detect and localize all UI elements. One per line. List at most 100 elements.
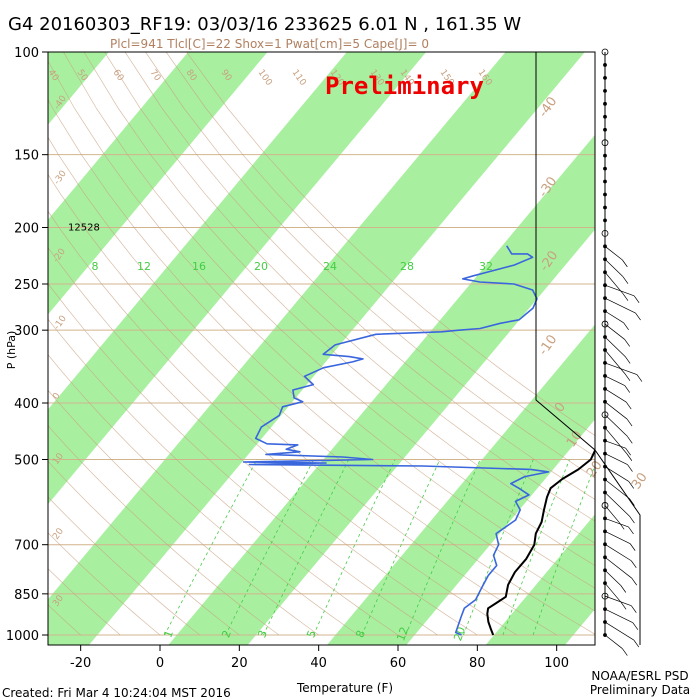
wind-column xyxy=(535,48,643,656)
wind-barb-flag xyxy=(627,436,633,444)
wind-observation-point xyxy=(601,592,609,600)
mixing-ratio-line xyxy=(164,459,258,636)
wind-barb xyxy=(604,401,628,420)
wind-observation-point xyxy=(603,114,607,119)
wind-barb-flag xyxy=(620,585,627,593)
height-annotation: 12528 xyxy=(68,223,100,234)
y-tick-label: 500 xyxy=(14,453,39,468)
wind-barb xyxy=(604,608,634,623)
dry-adiabat xyxy=(48,389,319,636)
wind-barb-flag xyxy=(626,453,633,461)
wind-barb xyxy=(604,246,623,261)
temperature-band xyxy=(48,52,268,315)
mixing-ratio-line xyxy=(532,464,595,636)
wind-observation-point xyxy=(603,101,607,106)
y-tick-label: 200 xyxy=(14,222,39,237)
wind-observation-point xyxy=(603,192,607,197)
x-tick-label: 20 xyxy=(231,656,248,671)
dewpoint-profile xyxy=(242,245,550,636)
wind-observation-point xyxy=(601,320,609,328)
dry-adiabat xyxy=(83,52,595,544)
wind-observation-point xyxy=(603,218,607,223)
x-tick-label: 100 xyxy=(544,656,569,671)
mixing-ratio-label: 8 xyxy=(353,628,368,639)
wind-observation-point xyxy=(601,139,609,147)
wind-barb xyxy=(604,272,624,294)
isotherm-label: 30 xyxy=(629,470,651,492)
mixing-ratio-line xyxy=(502,459,570,636)
x-tick-label: -20 xyxy=(70,656,91,671)
wind-barb xyxy=(604,440,626,449)
y-tick-label: 850 xyxy=(14,588,39,603)
wind-barb xyxy=(604,310,624,324)
wind-barb xyxy=(604,427,628,454)
mixing-ratio-label: 3 xyxy=(255,628,270,639)
dry-adiabat xyxy=(48,460,240,636)
footer-org-line1: NOAA/ESRL PSD xyxy=(591,669,688,683)
x-axis-label: Temperature (F) xyxy=(296,681,393,695)
temperature-profile xyxy=(486,448,595,636)
mixing-ratio-line xyxy=(263,459,350,636)
dry-adiabat xyxy=(48,354,359,636)
mixing-ratio-line xyxy=(225,459,315,636)
wind-barb-flag xyxy=(635,312,641,321)
dry-adiabat xyxy=(48,496,200,636)
wind-observation-point xyxy=(603,179,607,184)
wind-barb-flag xyxy=(622,276,629,284)
wind-barb xyxy=(604,569,622,586)
wind-barb xyxy=(604,414,628,437)
mixing-ratio-label: 16 xyxy=(192,260,206,273)
dry-adiabat xyxy=(124,52,595,500)
wind-barb-flag xyxy=(631,560,637,568)
mixing-ratio-labels: 8 12 16 20 24 28 321 2 3 5 8 12 20 xyxy=(92,260,494,643)
wind-barb xyxy=(604,453,628,465)
wind-barb xyxy=(604,595,632,607)
y-axis-ticks: 100 150 200 250 300 400 500 700 850 1000 xyxy=(6,46,48,644)
wind-barb-flag xyxy=(629,515,635,524)
dry-adiabat xyxy=(104,52,595,522)
wind-barb-flag xyxy=(624,385,631,393)
temperature-band xyxy=(48,52,427,505)
y-tick-label: 250 xyxy=(14,278,39,293)
y-tick-label: 1000 xyxy=(6,629,39,644)
mixing-ratio-label: 24 xyxy=(323,260,337,273)
mixing-ratio-label: 2 xyxy=(219,628,234,639)
dry-adiabat xyxy=(48,532,161,636)
wind-barb-flag xyxy=(624,373,631,381)
dry-adiabat xyxy=(48,60,595,589)
wind-barb-flag xyxy=(625,401,632,410)
x-axis-ticks: -20 0 20 40 60 80 100 xyxy=(70,645,569,671)
y-tick-label: 400 xyxy=(14,397,39,412)
wind-barb-flag xyxy=(626,418,633,427)
mixing-ratio-label: 32 xyxy=(479,260,493,273)
wind-observation-point xyxy=(601,48,609,56)
wind-observation-point xyxy=(603,153,607,158)
mixing-ratio-line xyxy=(405,459,481,636)
wind-observation-point xyxy=(603,63,607,67)
wind-barb xyxy=(604,582,622,603)
wind-observation-point xyxy=(603,127,607,132)
x-tick-label: 80 xyxy=(469,656,486,671)
temperature-bands xyxy=(48,52,595,645)
chart-title: G4 20160303_RF19: 03/03/16 233625 6.01 N… xyxy=(8,14,521,35)
wind-barb xyxy=(604,375,625,386)
wind-barb xyxy=(604,518,629,528)
wind-observation-point xyxy=(603,76,607,80)
isotherm-label: 0 xyxy=(51,391,63,402)
wind-barb xyxy=(604,505,620,523)
dry-adiabat xyxy=(48,136,595,635)
dry-adiabat xyxy=(48,98,595,612)
wind-barb xyxy=(604,634,623,649)
wind-barb-flag xyxy=(622,293,629,301)
temperature-band xyxy=(327,324,595,645)
wind-barb xyxy=(604,259,624,277)
wind-barb-flag xyxy=(628,526,634,535)
wind-column-outline xyxy=(535,52,641,645)
dry-adiabat xyxy=(48,210,518,636)
wind-barb xyxy=(604,388,627,403)
mixing-ratio-line xyxy=(313,459,396,636)
wind-barb xyxy=(604,297,636,314)
x-tick-label: 40 xyxy=(310,656,327,671)
dry-adiabat xyxy=(186,52,595,436)
